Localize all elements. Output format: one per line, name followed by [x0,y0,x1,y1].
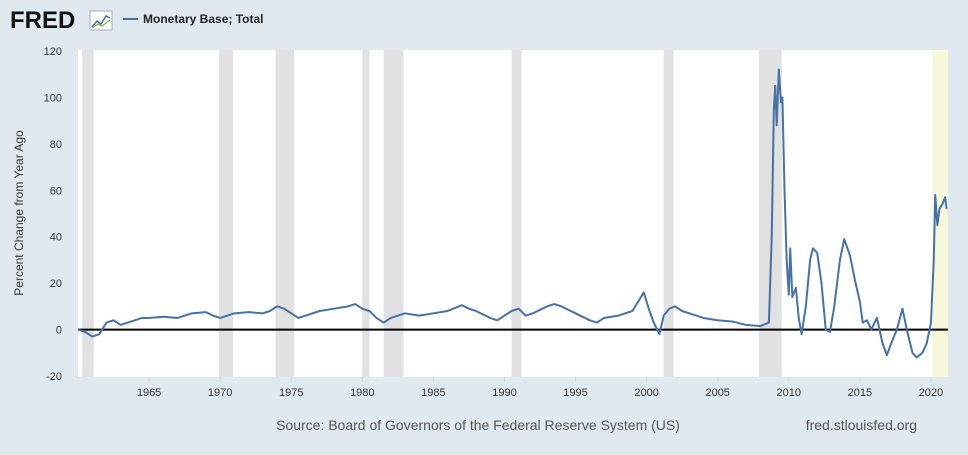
recession-band [758,50,782,377]
highlight-band [932,50,948,377]
recession-band [82,50,94,377]
x-tick-label: 2005 [705,387,729,399]
recession-band [663,50,674,377]
x-tick-label: 2020 [919,387,943,399]
y-tick-label: 100 [44,92,62,104]
recession-band [275,50,295,377]
recession-band [383,50,404,377]
site: fred.stlouisfed.org [806,417,917,433]
recession-band [362,50,370,377]
y-tick-label: 120 [44,46,62,58]
x-tick-label: 1965 [137,387,161,399]
logo-icon [89,10,113,31]
y-tick-label: 20 [50,278,62,290]
x-tick-label: 1980 [350,387,374,399]
recession-band [511,50,522,377]
x-tick-label: 2010 [777,387,801,399]
recession-band [218,50,233,377]
series-line [77,68,948,359]
legend-label: Monetary Base; Total [143,12,263,26]
x-tick-label: 1985 [421,387,445,399]
x-tick-label: 1995 [563,387,587,399]
x-tick-label: 2000 [634,387,658,399]
y-tick-label: 40 [50,232,62,244]
x-tick-label: 1990 [492,387,516,399]
x-tick-label: 2015 [848,387,872,399]
logo: FRED [10,7,75,34]
source: Source: Board of Governors of the Federa… [276,417,680,433]
y-axis-label: Percent Change from Year Ago [12,130,26,296]
x-tick-label: 1975 [279,387,303,399]
y-tick-label: 0 [56,325,62,337]
y-tick-label: -20 [46,371,62,383]
x-tick-label: 1970 [208,387,232,399]
y-tick-label: 60 [50,185,62,197]
y-tick-label: 80 [50,139,62,151]
